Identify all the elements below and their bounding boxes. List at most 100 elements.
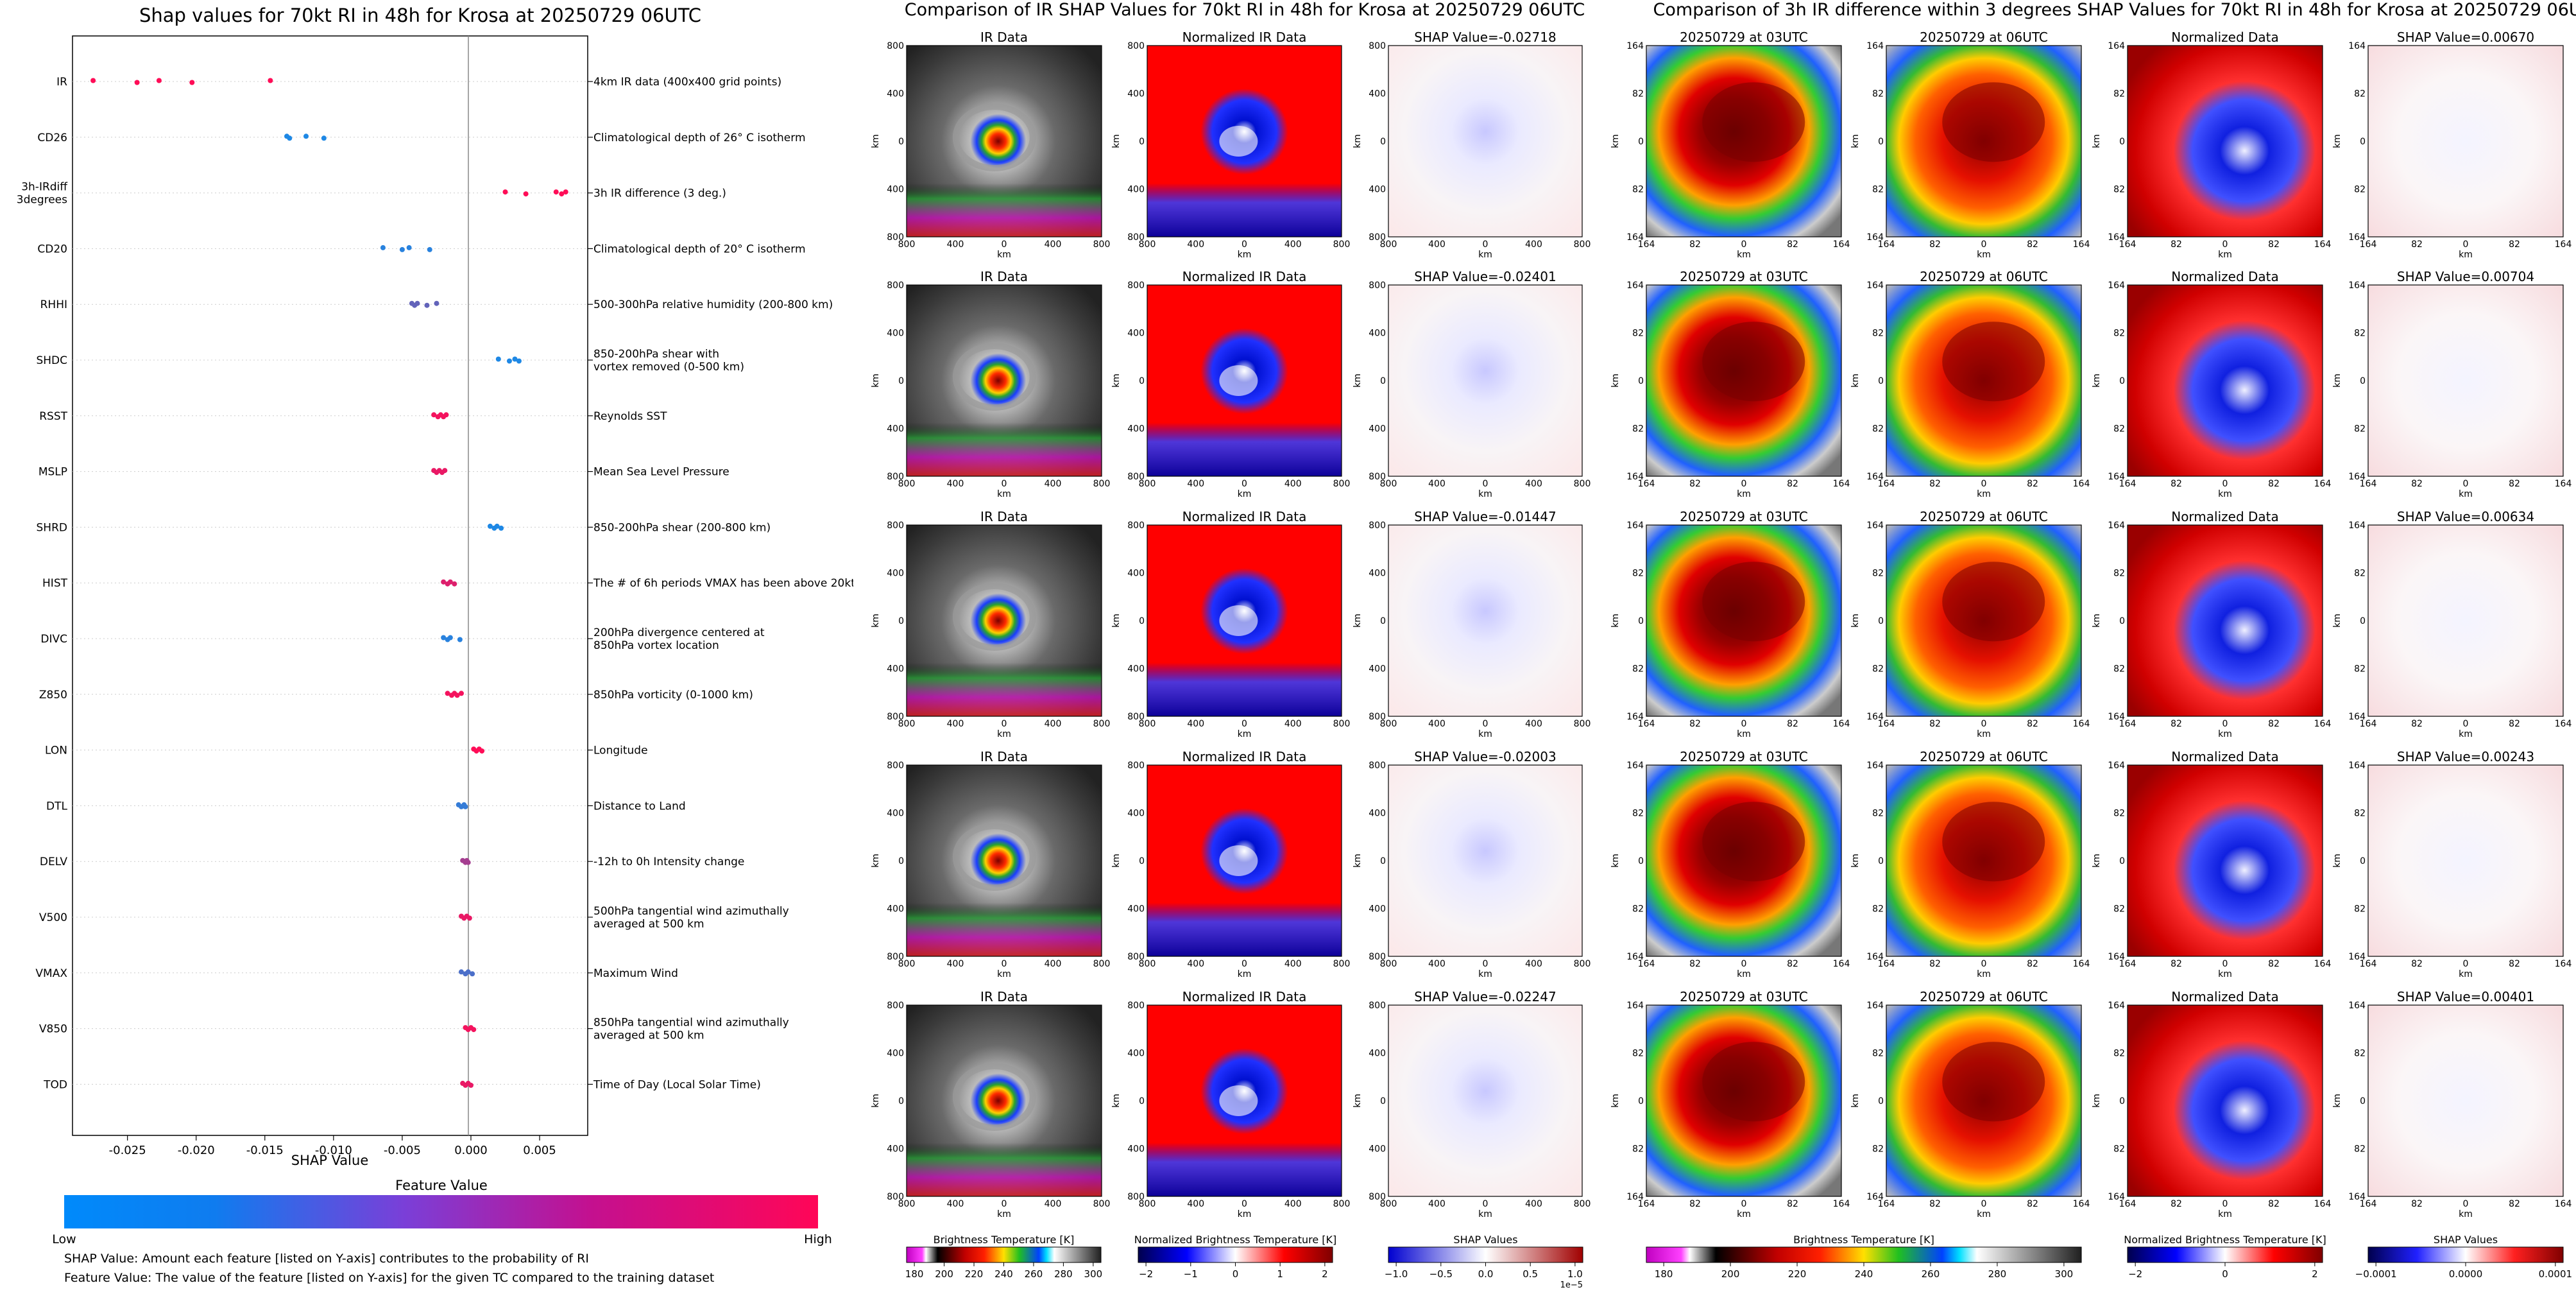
- shap-point: [502, 189, 508, 195]
- feature-description: The # of 6h periods VMAX has been above …: [593, 577, 853, 590]
- x-tick-label: 800: [1093, 239, 1111, 250]
- y-tick-label: 164: [2348, 1192, 2366, 1202]
- colorbar-tick: −2: [2128, 1268, 2142, 1280]
- x-tick-label: 164: [2360, 239, 2377, 250]
- shap-point: [495, 356, 501, 362]
- x-tick-label: 800: [1380, 479, 1397, 489]
- y-tick-label: 82: [2113, 424, 2125, 435]
- y-tick-label: 0: [2119, 856, 2125, 866]
- y-tick-label: 800: [1127, 472, 1145, 482]
- x-axis-label: km: [1737, 489, 1751, 499]
- shap-summary-panel: Shap values for 70kt RI in 48h for Krosa…: [17, 4, 853, 1285]
- heatmap-panel-shap: SHAP Value=-0.02401800800400400004004008…: [1352, 269, 1591, 499]
- x-tick-label: 82: [2027, 479, 2038, 489]
- y-tick-label: 82: [1632, 569, 1644, 579]
- y-tick-label: 164: [2348, 1001, 2366, 1011]
- y-tick-label: 82: [1632, 329, 1644, 339]
- y-tick-label: 82: [2113, 664, 2125, 675]
- heatmap-grids: Comparison of IR SHAP Values for 70kt RI…: [871, 0, 2576, 1290]
- shap-point: [458, 969, 464, 975]
- shap-point: [465, 859, 471, 865]
- feature-name: HIST: [42, 577, 68, 590]
- y-tick-label: 800: [1369, 1192, 1386, 1202]
- x-axis-label: km: [1977, 250, 1991, 260]
- y-tick-label: 82: [1872, 185, 1884, 195]
- x-tick-label: 164: [2555, 239, 2572, 250]
- y-axis-label: km: [1352, 374, 1363, 388]
- panel-title: Normalized Data: [2171, 269, 2279, 284]
- heatmap-panel-norm: Normalized IR Data8008004004000040040080…: [1111, 269, 1350, 499]
- x-axis-label: km: [1737, 969, 1751, 979]
- y-tick-label: 400: [1127, 569, 1145, 579]
- x-tick-label: 400: [1428, 239, 1446, 250]
- y-tick-label: 82: [1872, 424, 1884, 435]
- heatmap-panel-shap: SHAP Value=-0.02247800800400400004004008…: [1352, 989, 1591, 1219]
- x-tick-label: 0: [2222, 239, 2228, 250]
- panel-title: 20250729 at 06UTC: [1920, 30, 2048, 45]
- colorbar-tick: 2: [2312, 1268, 2318, 1280]
- x-tick-label: 400: [1187, 959, 1204, 969]
- heatmap-panel-shap: SHAP Value=-0.02003800800400400004004008…: [1352, 749, 1591, 979]
- colorbar-label: SHAP Values: [1453, 1234, 1517, 1246]
- y-tick-label: 800: [887, 1001, 904, 1011]
- y-tick-label: 400: [1369, 1049, 1386, 1059]
- x-tick-label: 82: [2268, 239, 2280, 250]
- y-tick-label: 400: [1127, 89, 1145, 99]
- colorbar-tick: 0.5: [1523, 1268, 1538, 1280]
- x-tick-label: 164: [1878, 479, 1895, 489]
- y-axis-label: km: [2092, 374, 2102, 388]
- x-tick-label: 82: [2268, 479, 2280, 489]
- x-tick-label: 82: [2171, 959, 2182, 969]
- x-tick-label: 400: [1428, 719, 1446, 729]
- y-axis-label: km: [2092, 1094, 2102, 1108]
- colorbar-tick: −1.0: [1385, 1268, 1408, 1280]
- y-axis-label: km: [871, 134, 881, 148]
- feature-name: VMAX: [35, 967, 67, 980]
- x-tick-label: -0.025: [109, 1144, 146, 1157]
- x-axis-label: km: [2459, 1209, 2473, 1219]
- x-tick-label: 82: [2027, 1199, 2038, 1209]
- x-tick-label: 800: [1380, 239, 1397, 250]
- y-axis-label: km: [1111, 614, 1122, 628]
- y-tick-label: 400: [1127, 185, 1145, 195]
- y-axis-label: km: [2332, 614, 2342, 628]
- footnote-shap-value: SHAP Value: Amount each feature [listed …: [64, 1252, 589, 1266]
- shap-point: [487, 523, 493, 529]
- feature-name: DELV: [40, 856, 67, 868]
- y-tick-label: 400: [887, 424, 904, 435]
- x-tick-label: 0: [1483, 479, 1488, 489]
- y-tick-label: 82: [2113, 904, 2125, 915]
- feature-description: Maximum Wind: [593, 967, 678, 980]
- x-axis-label: km: [997, 1209, 1011, 1219]
- x-tick-label: 800: [1333, 479, 1351, 489]
- shap-axes-frame: [72, 35, 588, 1136]
- irdiff-comparison-title: Comparison of 3h IR difference within 3 …: [1653, 0, 2576, 20]
- feature-description: 850hPa tangential wind azimuthally averag…: [593, 1017, 789, 1042]
- y-tick-label: 400: [1127, 904, 1145, 915]
- y-tick-label: 800: [1127, 712, 1145, 722]
- panel-title: SHAP Value=0.00243: [2397, 749, 2534, 764]
- y-tick-label: 82: [1872, 904, 1884, 915]
- x-tick-label: 164: [2555, 959, 2572, 969]
- x-tick-label: 0: [1241, 1199, 1247, 1209]
- y-axis-label: km: [1610, 1094, 1621, 1108]
- y-tick-label: 0: [1380, 616, 1386, 626]
- x-tick-label: 800: [898, 239, 916, 250]
- y-tick-label: 0: [1638, 856, 1644, 866]
- y-tick-label: 0: [1638, 1096, 1644, 1107]
- x-axis-label: km: [2218, 489, 2232, 499]
- ir-comparison-title: Comparison of IR SHAP Values for 70kt RI…: [905, 0, 1585, 20]
- colorbar-tick: 180: [905, 1268, 924, 1280]
- x-tick-label: 164: [2314, 479, 2332, 489]
- y-axis-label: km: [1111, 1094, 1122, 1108]
- x-tick-label: 400: [1284, 479, 1302, 489]
- x-tick-label: 0: [1981, 719, 1987, 729]
- y-tick-label: 0: [1380, 137, 1386, 147]
- x-tick-label: 0: [1741, 1199, 1747, 1209]
- heatmap-panel-shap: SHAP Value=-0.02718800800400400004004008…: [1352, 30, 1591, 260]
- x-tick-label: 800: [1574, 479, 1591, 489]
- x-tick-label: 0: [1981, 959, 1987, 969]
- shap-point: [454, 693, 460, 698]
- colorbar-tick: 220: [965, 1268, 984, 1280]
- colorbar-offset: 1e−5: [1560, 1280, 1583, 1289]
